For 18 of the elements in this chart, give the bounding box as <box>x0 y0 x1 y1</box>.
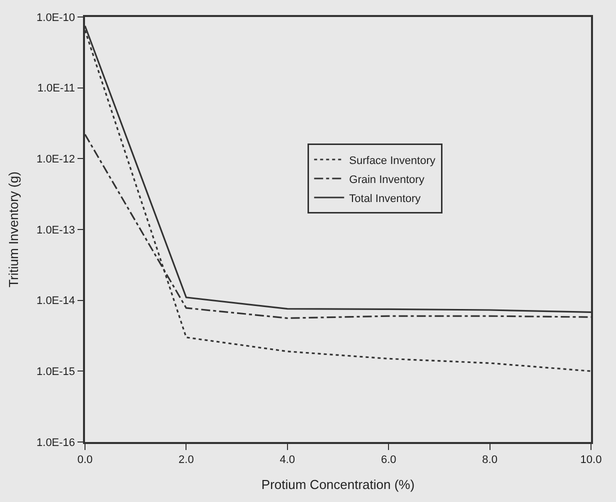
legend-label: Surface Inventory <box>349 154 436 167</box>
x-tick-label: 6.0 <box>380 454 396 466</box>
y-axis-title: Tritium Inventory (g) <box>6 172 21 288</box>
y-tick-label: 1.0E-13 <box>36 224 76 236</box>
x-tick-label: 2.0 <box>178 454 194 466</box>
x-tick-label: 8.0 <box>482 454 498 466</box>
x-tick-label: 0.0 <box>77 454 93 466</box>
x-tick-label: 10.0 <box>580 454 602 466</box>
legend-label: Grain Inventory <box>349 174 425 186</box>
y-tick-label: 1.0E-10 <box>36 12 76 24</box>
x-axis-title: Protium Concentration (%) <box>261 477 415 492</box>
y-tick-label: 1.0E-14 <box>36 295 76 308</box>
y-tick-label: 1.0E-12 <box>36 154 76 166</box>
y-tick-label: 1.0E-15 <box>36 366 76 378</box>
y-tick-label: 1.0E-16 <box>36 436 76 449</box>
legend-label: Total Inventory <box>349 192 422 205</box>
x-tick-label: 4.0 <box>280 454 296 466</box>
y-tick-label: 1.0E-11 <box>37 82 76 95</box>
